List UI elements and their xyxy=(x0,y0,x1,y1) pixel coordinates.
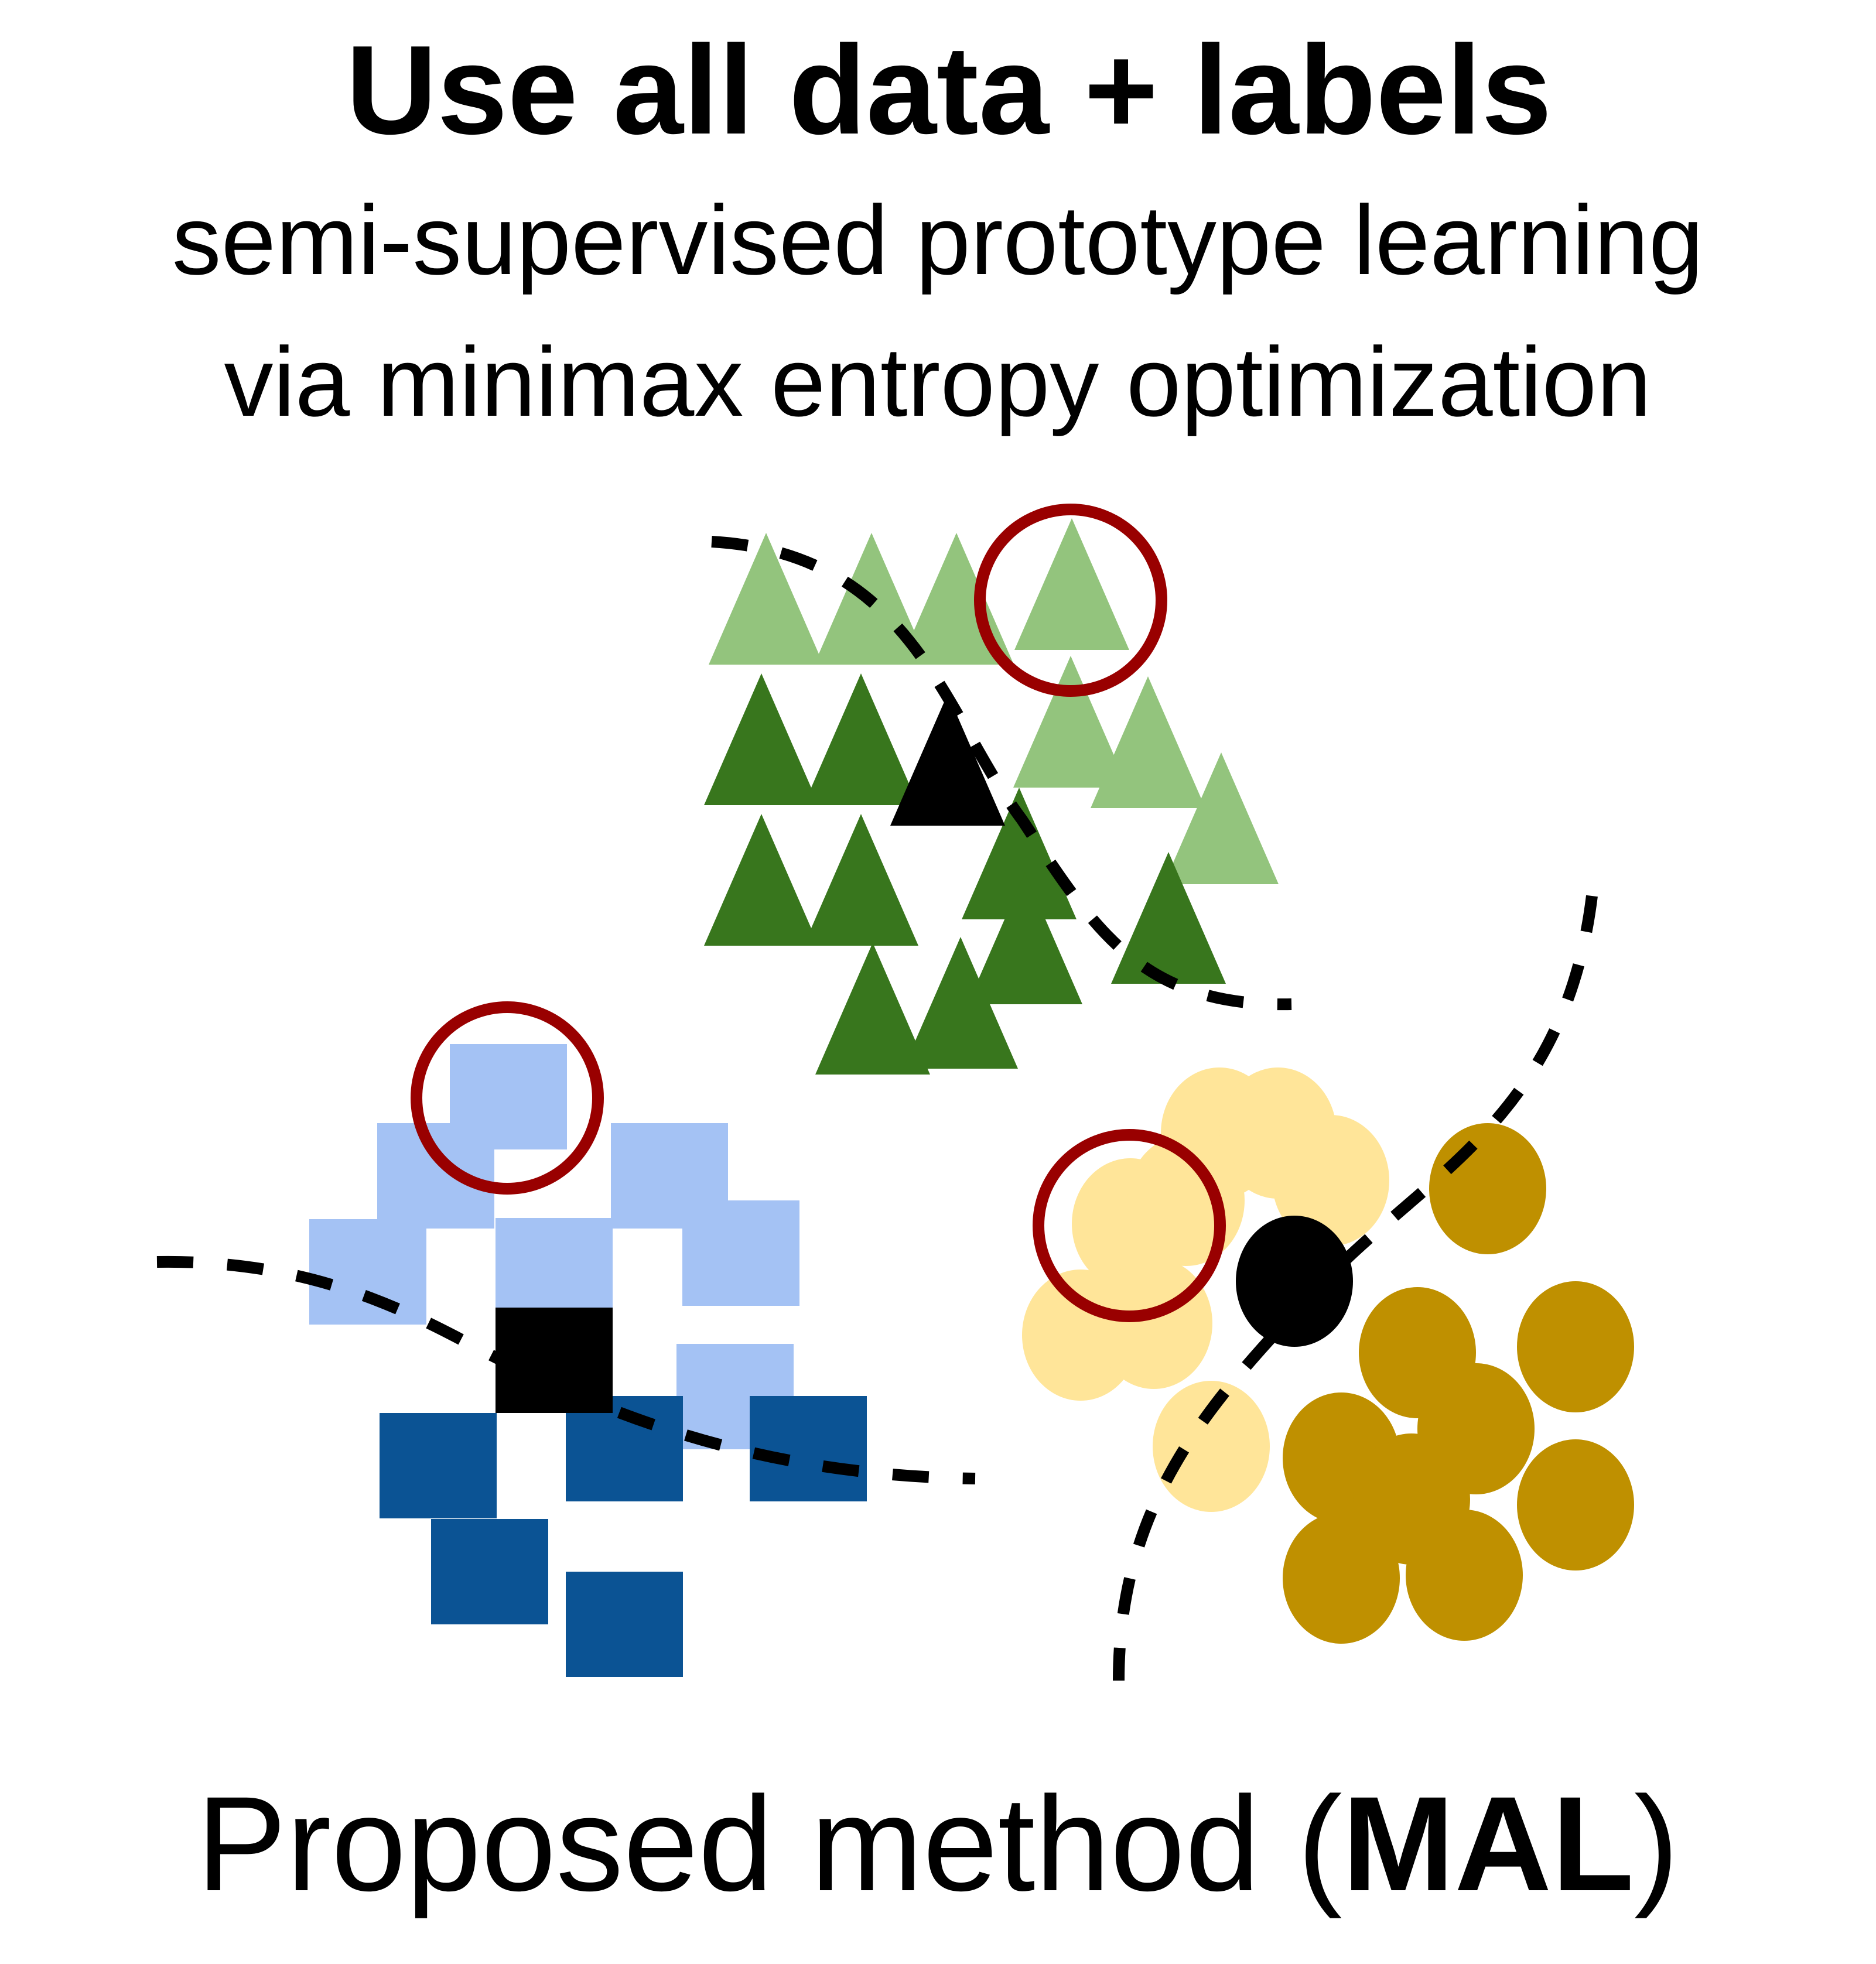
method-caption: Proposed method (MAL) xyxy=(197,1768,1679,1919)
labeled-triangle xyxy=(804,673,918,805)
unlabeled-circle xyxy=(1095,1258,1212,1389)
circle-cluster xyxy=(1022,1067,1634,1644)
unlabeled-triangle xyxy=(1013,656,1128,788)
unlabeled-circle xyxy=(1272,1115,1389,1246)
diagram-subtitle-line-1: semi-supervised prototype learning xyxy=(172,185,1704,295)
triangle-boundary xyxy=(711,536,1292,1011)
labeled-square xyxy=(431,1519,548,1624)
labeled-triangle xyxy=(968,872,1082,1004)
unlabeled-triangle xyxy=(1091,676,1205,808)
diagram-title: Use all data + labels xyxy=(346,19,1552,160)
decision-boundaries xyxy=(156,536,1598,1681)
unlabeled-square xyxy=(682,1200,799,1306)
labeled-circle xyxy=(1517,1439,1634,1570)
labeled-circle-ring xyxy=(1033,1129,1226,1322)
method-caption-prefix: Proposed method ( xyxy=(197,1768,1342,1919)
triangle-cluster xyxy=(704,518,1279,1075)
method-caption-suffix: ) xyxy=(1634,1768,1679,1919)
circle-boundary xyxy=(1113,895,1598,1681)
labeled-triangle xyxy=(815,943,930,1075)
labeled-triangle xyxy=(704,673,819,805)
labeled-sample-rings xyxy=(411,504,1226,1322)
unlabeled-circle xyxy=(1153,1381,1270,1512)
unlabeled-square xyxy=(496,1218,613,1323)
labeled-square xyxy=(750,1396,867,1501)
labeled-square xyxy=(566,1572,683,1677)
labeled-square xyxy=(380,1413,497,1518)
labeled-circle xyxy=(1429,1123,1546,1254)
labeled-triangle-ring xyxy=(974,504,1167,697)
unlabeled-square xyxy=(309,1219,426,1325)
square-cluster xyxy=(309,1044,867,1677)
labeled-triangle xyxy=(704,814,819,946)
labeled-triangle xyxy=(804,814,918,946)
unlabeled-triangle xyxy=(1014,518,1129,650)
unlabeled-square xyxy=(377,1123,494,1229)
labeled-triangle xyxy=(962,788,1077,919)
labeled-circle xyxy=(1517,1281,1634,1412)
square-boundary xyxy=(156,1255,976,1484)
labeled-triangle xyxy=(1111,852,1226,984)
unlabeled-triangle xyxy=(1164,752,1279,884)
unlabeled-triangle xyxy=(709,533,823,665)
triangle-prototype xyxy=(890,694,1005,826)
square-prototype xyxy=(496,1308,613,1413)
labeled-square-ring xyxy=(411,1001,604,1195)
labeled-circle xyxy=(1406,1510,1523,1641)
labeled-triangle xyxy=(903,937,1018,1069)
diagram-subtitle-line-2: via minimax entropy optimization xyxy=(224,327,1652,437)
method-caption-name: MAL xyxy=(1342,1768,1634,1919)
circle-prototype xyxy=(1236,1216,1353,1347)
labeled-circle xyxy=(1283,1513,1400,1644)
